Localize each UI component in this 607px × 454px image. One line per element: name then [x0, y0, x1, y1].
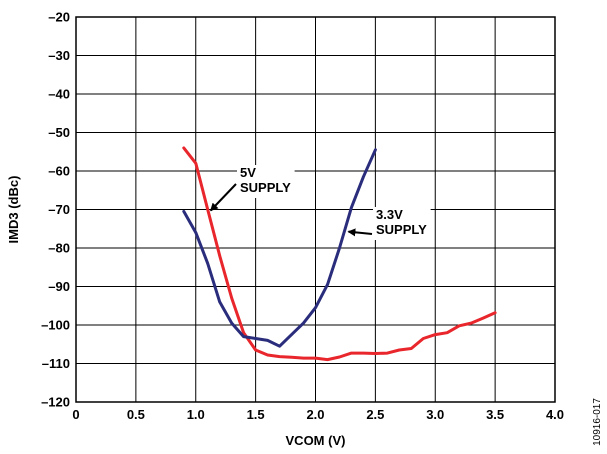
- series-line-3-3v-supply: [182, 148, 377, 348]
- series-layer: [182, 146, 497, 362]
- annotation-label: 5V: [240, 165, 256, 180]
- annotation-arrow: [210, 183, 237, 212]
- tick-labels: 0 0.5 1.0 1.5 2.0 2.5 3.0 3.5 4.0 –20 –30 –40 –50 –60…: [41, 10, 564, 423]
- x-tick-label: 3.5: [486, 407, 504, 422]
- x-tick-label: 0: [72, 407, 79, 422]
- x-axis-title: VCOM (V): [286, 433, 346, 448]
- annotation-background: [373, 207, 431, 240]
- annotation-label: SUPPLY: [240, 180, 291, 195]
- y-tick-label: –60: [48, 164, 70, 179]
- x-tick-label: 1.5: [247, 407, 265, 422]
- x-tick-label: 3.0: [426, 407, 444, 422]
- y-tick-label: –100: [41, 318, 70, 333]
- y-tick-label: –120: [41, 395, 70, 410]
- grid: [75, 16, 556, 403]
- x-tick-label: 0.5: [127, 407, 145, 422]
- x-tick-label: 1.0: [187, 407, 205, 422]
- y-axis-title: IMD3 (dBc): [6, 176, 21, 244]
- y-tick-label: –90: [48, 279, 70, 294]
- annotation-background: [237, 165, 295, 198]
- figure-id-label: 10916-017: [592, 398, 603, 446]
- y-tick-label: –110: [42, 356, 70, 371]
- annotation-label: 3.3V: [376, 207, 403, 222]
- y-tick-label: –20: [48, 10, 70, 25]
- y-tick-label: –30: [48, 48, 70, 63]
- y-tick-label: –70: [48, 202, 70, 217]
- y-tick-label: –50: [48, 125, 70, 140]
- x-tick-label: 2.5: [366, 407, 384, 422]
- y-tick-label: –40: [48, 87, 70, 102]
- annotation-arrow: [347, 228, 373, 237]
- annotation-label: SUPPLY: [376, 222, 427, 237]
- x-tick-label: 2.0: [306, 407, 324, 422]
- x-tick-label: 4.0: [546, 407, 564, 422]
- series-line-5v-supply: [182, 146, 497, 362]
- y-tick-label: –80: [48, 241, 70, 256]
- plot-frame: [75, 16, 556, 403]
